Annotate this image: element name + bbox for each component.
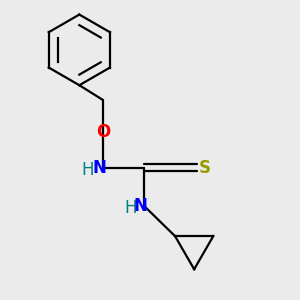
Text: S: S xyxy=(199,159,211,177)
Text: N: N xyxy=(133,197,147,215)
Text: O: O xyxy=(96,123,110,141)
Text: H: H xyxy=(81,160,93,178)
Text: H: H xyxy=(124,199,136,217)
Text: N: N xyxy=(92,159,106,177)
